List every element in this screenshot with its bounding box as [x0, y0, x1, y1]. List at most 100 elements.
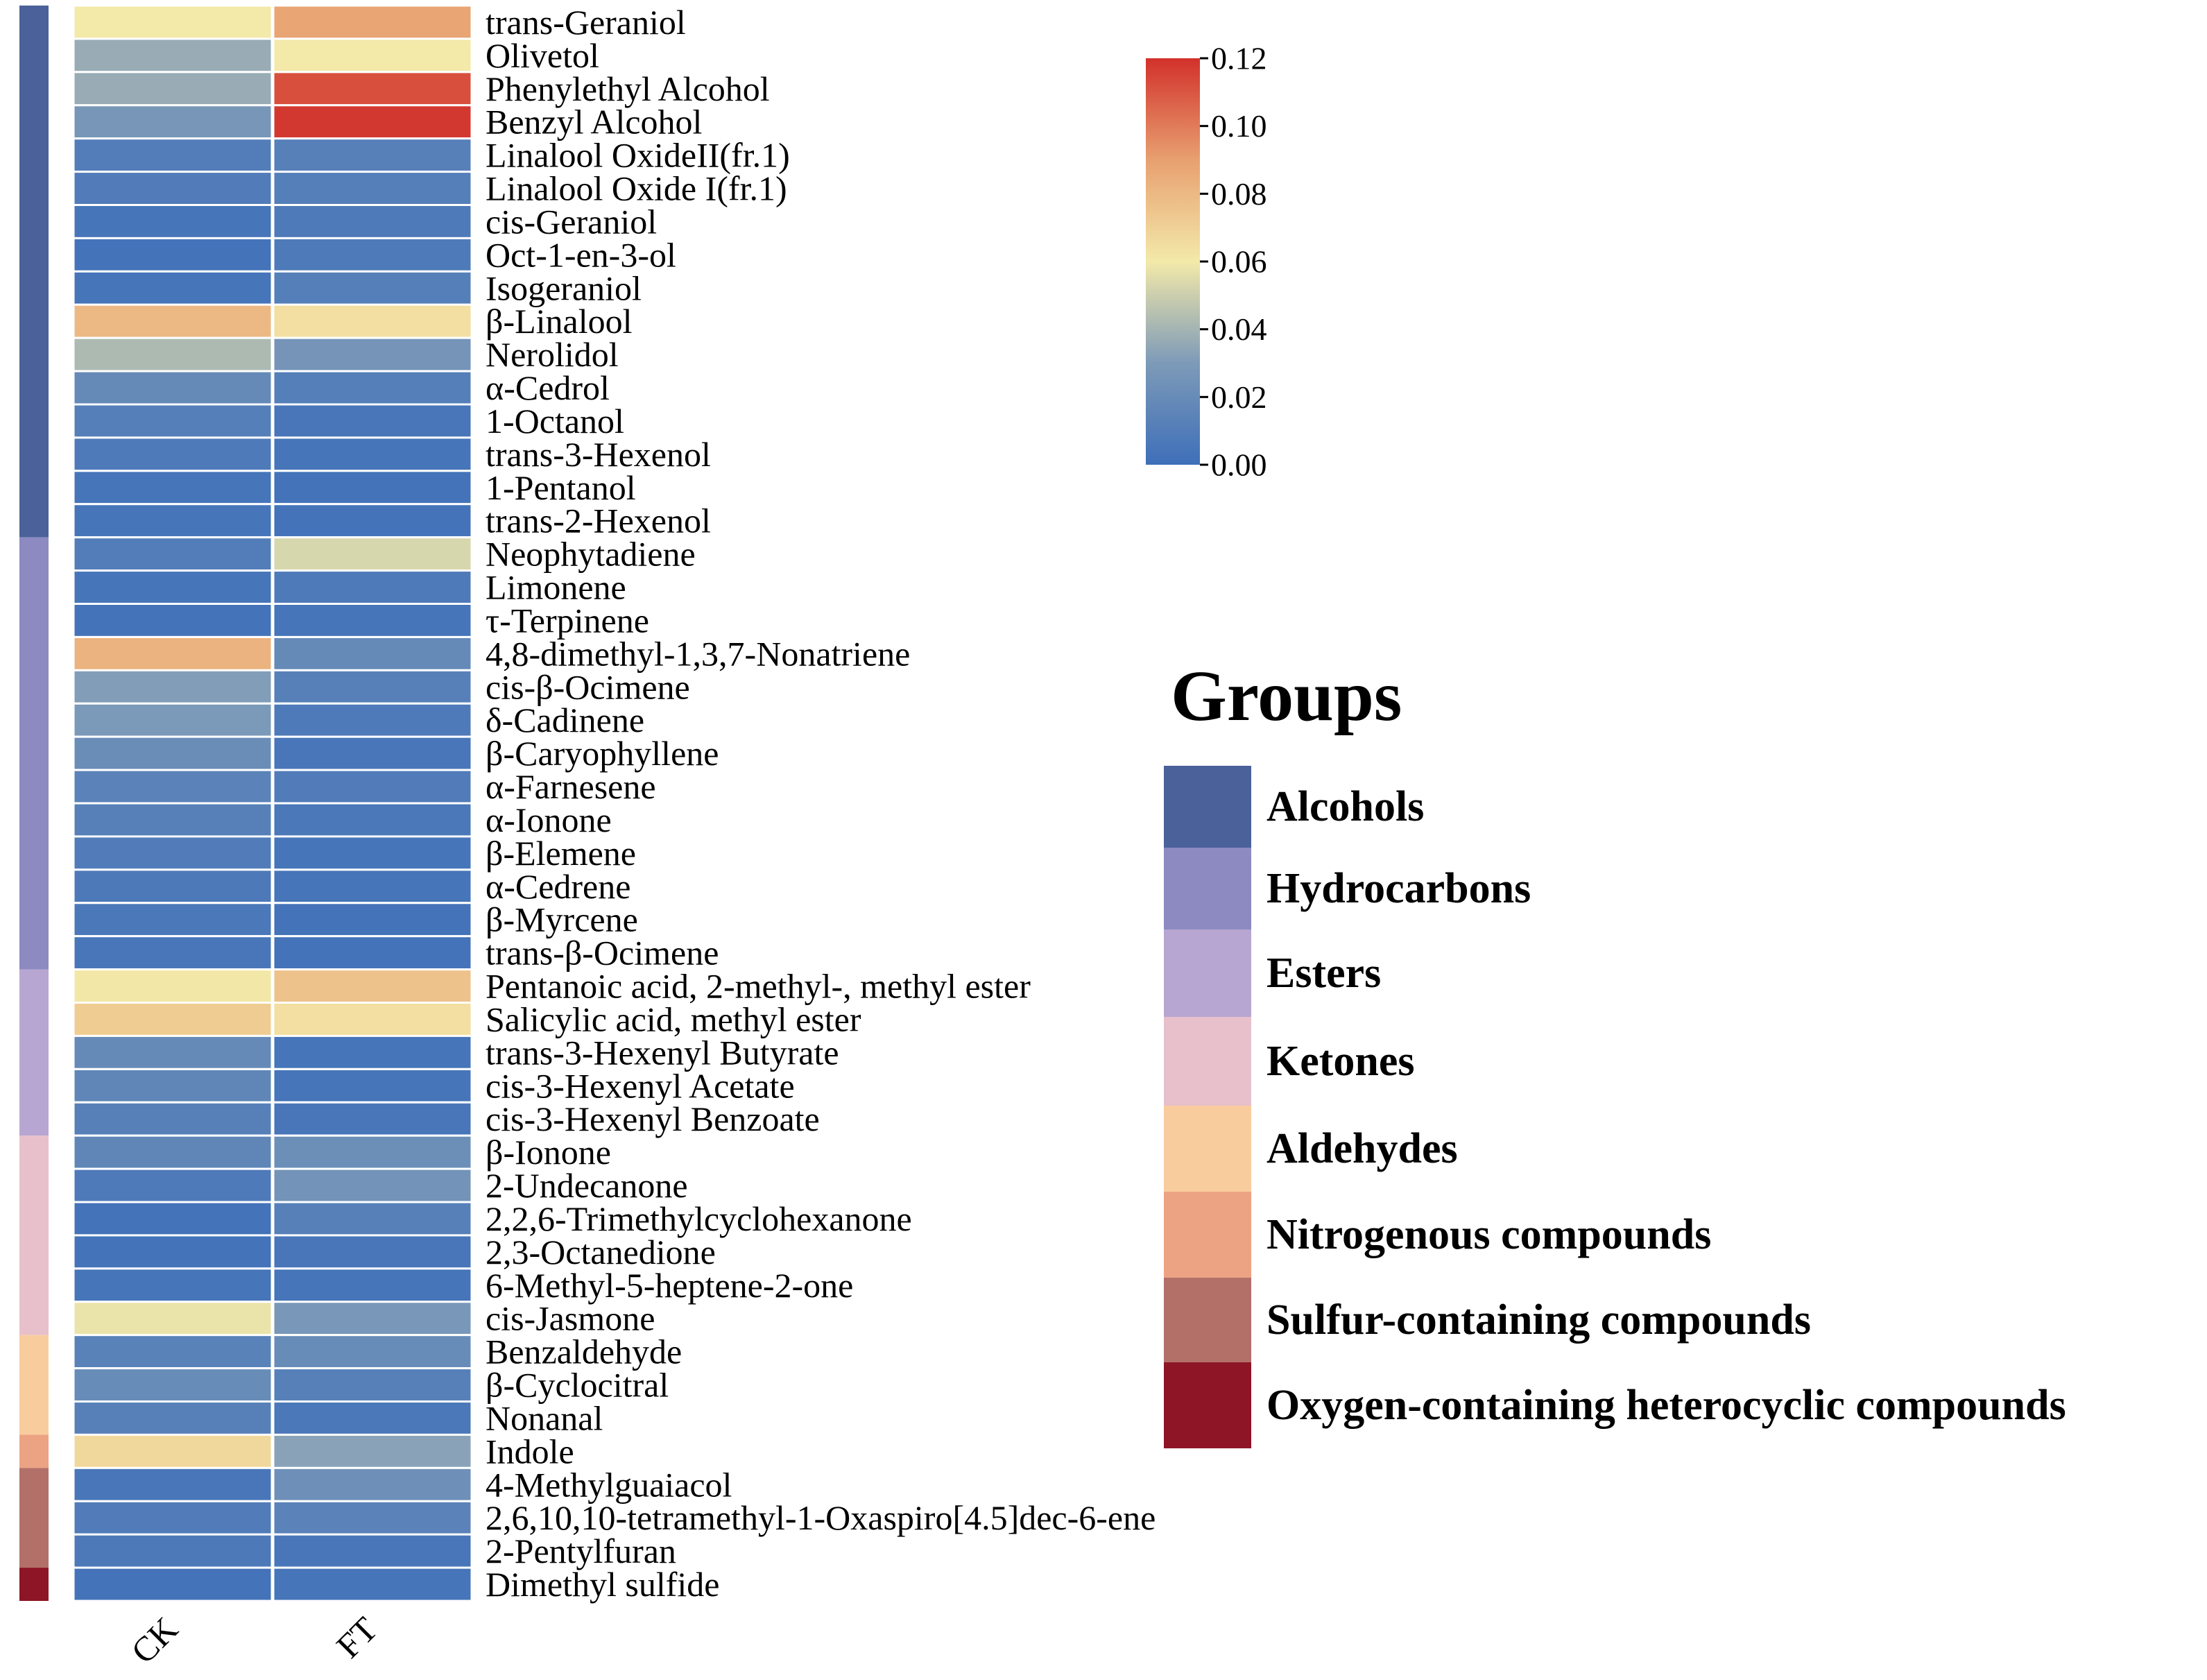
heatmap-cell: [272, 935, 473, 971]
legend-label: Aldehydes: [1266, 1125, 1458, 1172]
heatmap-cell: [72, 835, 273, 871]
legend-swatch: [1164, 1362, 1251, 1448]
heatmap-cell: [72, 1433, 273, 1469]
heatmap-cell: [72, 935, 273, 971]
heatmap-cell: [72, 1301, 273, 1337]
heatmap-cell: [272, 1134, 473, 1170]
legend-label: Esters: [1266, 950, 1381, 997]
heatmap-cell: [272, 1334, 473, 1370]
heatmap-cell: [72, 237, 273, 273]
legend-swatch: [1164, 1278, 1251, 1362]
heatmap-cell: [72, 470, 273, 506]
row-label: Nerolidol: [486, 335, 619, 374]
colorbar-tick-label: 0.02: [1211, 379, 1267, 415]
legend-swatch: [1164, 766, 1251, 848]
heatmap-cell: [272, 270, 473, 306]
heatmap-cell: [272, 336, 473, 372]
row-label: cis-3-Hexenyl Benzoate: [486, 1099, 820, 1138]
row-label: Benzyl Alcohol: [486, 103, 702, 142]
heatmap-cell: [72, 403, 273, 439]
group-segment: [19, 1468, 49, 1568]
row-label: 2,3-Octanedione: [486, 1233, 716, 1271]
row-label: τ-Terpinene: [486, 601, 649, 640]
heatmap-cell: [272, 1267, 473, 1303]
heatmap-cell: [272, 503, 473, 539]
heatmap-cell: [72, 702, 273, 738]
row-label: Indole: [486, 1432, 574, 1471]
heatmap-cell: [72, 4, 273, 40]
heatmap-cell: [272, 71, 473, 107]
colorbar-tick-label: 0.04: [1211, 311, 1267, 347]
heatmap-cell: [272, 1002, 473, 1037]
heatmap-cell: [72, 1167, 273, 1203]
group-annotation-bar: [19, 6, 49, 1601]
heatmap-cell: [72, 436, 273, 472]
heatmap-cell: [272, 1101, 473, 1137]
legend-label: Sulfur-containing compounds: [1266, 1296, 1811, 1344]
heatmap-cell: [72, 1234, 273, 1270]
row-label: 2-Undecanone: [486, 1166, 688, 1205]
group-segment: [19, 6, 49, 538]
heatmap-cell: [72, 1101, 273, 1137]
heatmap-cell: [72, 303, 273, 339]
heatmap-cells: [72, 4, 473, 1602]
heatmap-cell: [72, 635, 273, 671]
heatmap-cell: [72, 769, 273, 805]
heatmap-cell: [272, 902, 473, 938]
heatmap-cell: [272, 769, 473, 805]
row-label: 2,6,10,10-tetramethyl-1-Oxaspiro[4.5]dec…: [486, 1498, 1156, 1537]
colorbar: 0.00 0.02 0.04 0.06 0.08 0.10 0.12: [1146, 41, 1267, 483]
heatmap-cell: [72, 1267, 273, 1303]
legend-swatch: [1164, 848, 1251, 929]
heatmap-cell: [72, 1400, 273, 1436]
heatmap-cell: [272, 1500, 473, 1536]
heatmap-cell: [272, 702, 473, 738]
legend-swatch: [1164, 1017, 1251, 1106]
heatmap-cell: [272, 1234, 473, 1270]
colorbar-tick-label: 0.00: [1211, 447, 1267, 483]
heatmap-cell: [272, 4, 473, 40]
row-label: β-Linalool: [486, 302, 633, 341]
colorbar-tick-label: 0.08: [1211, 176, 1267, 212]
row-label: 2-Pentylfuran: [486, 1532, 676, 1570]
heatmap-cell: [72, 1201, 273, 1237]
heatmap-cell: [272, 137, 473, 173]
legend-label: Hydrocarbons: [1266, 865, 1531, 912]
row-label: 4-Methylguaiacol: [486, 1465, 732, 1504]
row-label: δ-Cadinene: [486, 701, 644, 739]
heatmap-cell: [272, 1367, 473, 1403]
heatmap-cell: [272, 37, 473, 74]
heatmap-cell: [272, 370, 473, 406]
row-label: 6-Methyl-5-heptene-2-one: [486, 1266, 853, 1305]
heatmap-cell: [272, 968, 473, 1004]
row-label: Limonene: [486, 568, 626, 607]
heatmap-cell: [272, 735, 473, 771]
heatmap-cell: [72, 204, 273, 239]
heatmap-cell: [72, 1134, 273, 1170]
row-label: Nonanal: [486, 1398, 603, 1437]
column-labels: CK FT: [123, 1609, 385, 1671]
row-label: Linalool OxideII(fr.1): [486, 136, 790, 175]
heatmap-cell: [272, 536, 473, 572]
row-label: β-Ionone: [486, 1133, 611, 1172]
row-label: 2,2,6-Trimethylcyclohexanone: [486, 1199, 912, 1238]
heatmap-cell: [72, 1466, 273, 1502]
row-label: Neophytadiene: [486, 535, 696, 574]
row-label: β-Caryophyllene: [486, 734, 719, 773]
row-label: trans-β-Ocimene: [486, 934, 719, 972]
group-segment: [19, 969, 49, 1136]
column-label: CK: [123, 1609, 185, 1671]
group-segment: [19, 537, 49, 970]
row-label: Oct-1-en-3-ol: [486, 235, 676, 274]
heatmap-cell: [272, 1167, 473, 1203]
row-label: α-Cedrene: [486, 867, 630, 906]
heatmap-cell: [72, 1500, 273, 1536]
heatmap-cell: [72, 71, 273, 107]
row-label: Dimethyl sulfide: [486, 1565, 719, 1604]
colorbar-tick-label: 0.06: [1211, 244, 1267, 280]
heatmap-cell: [272, 1201, 473, 1237]
heatmap-cell: [72, 1566, 273, 1602]
heatmap-cell: [72, 1034, 273, 1070]
